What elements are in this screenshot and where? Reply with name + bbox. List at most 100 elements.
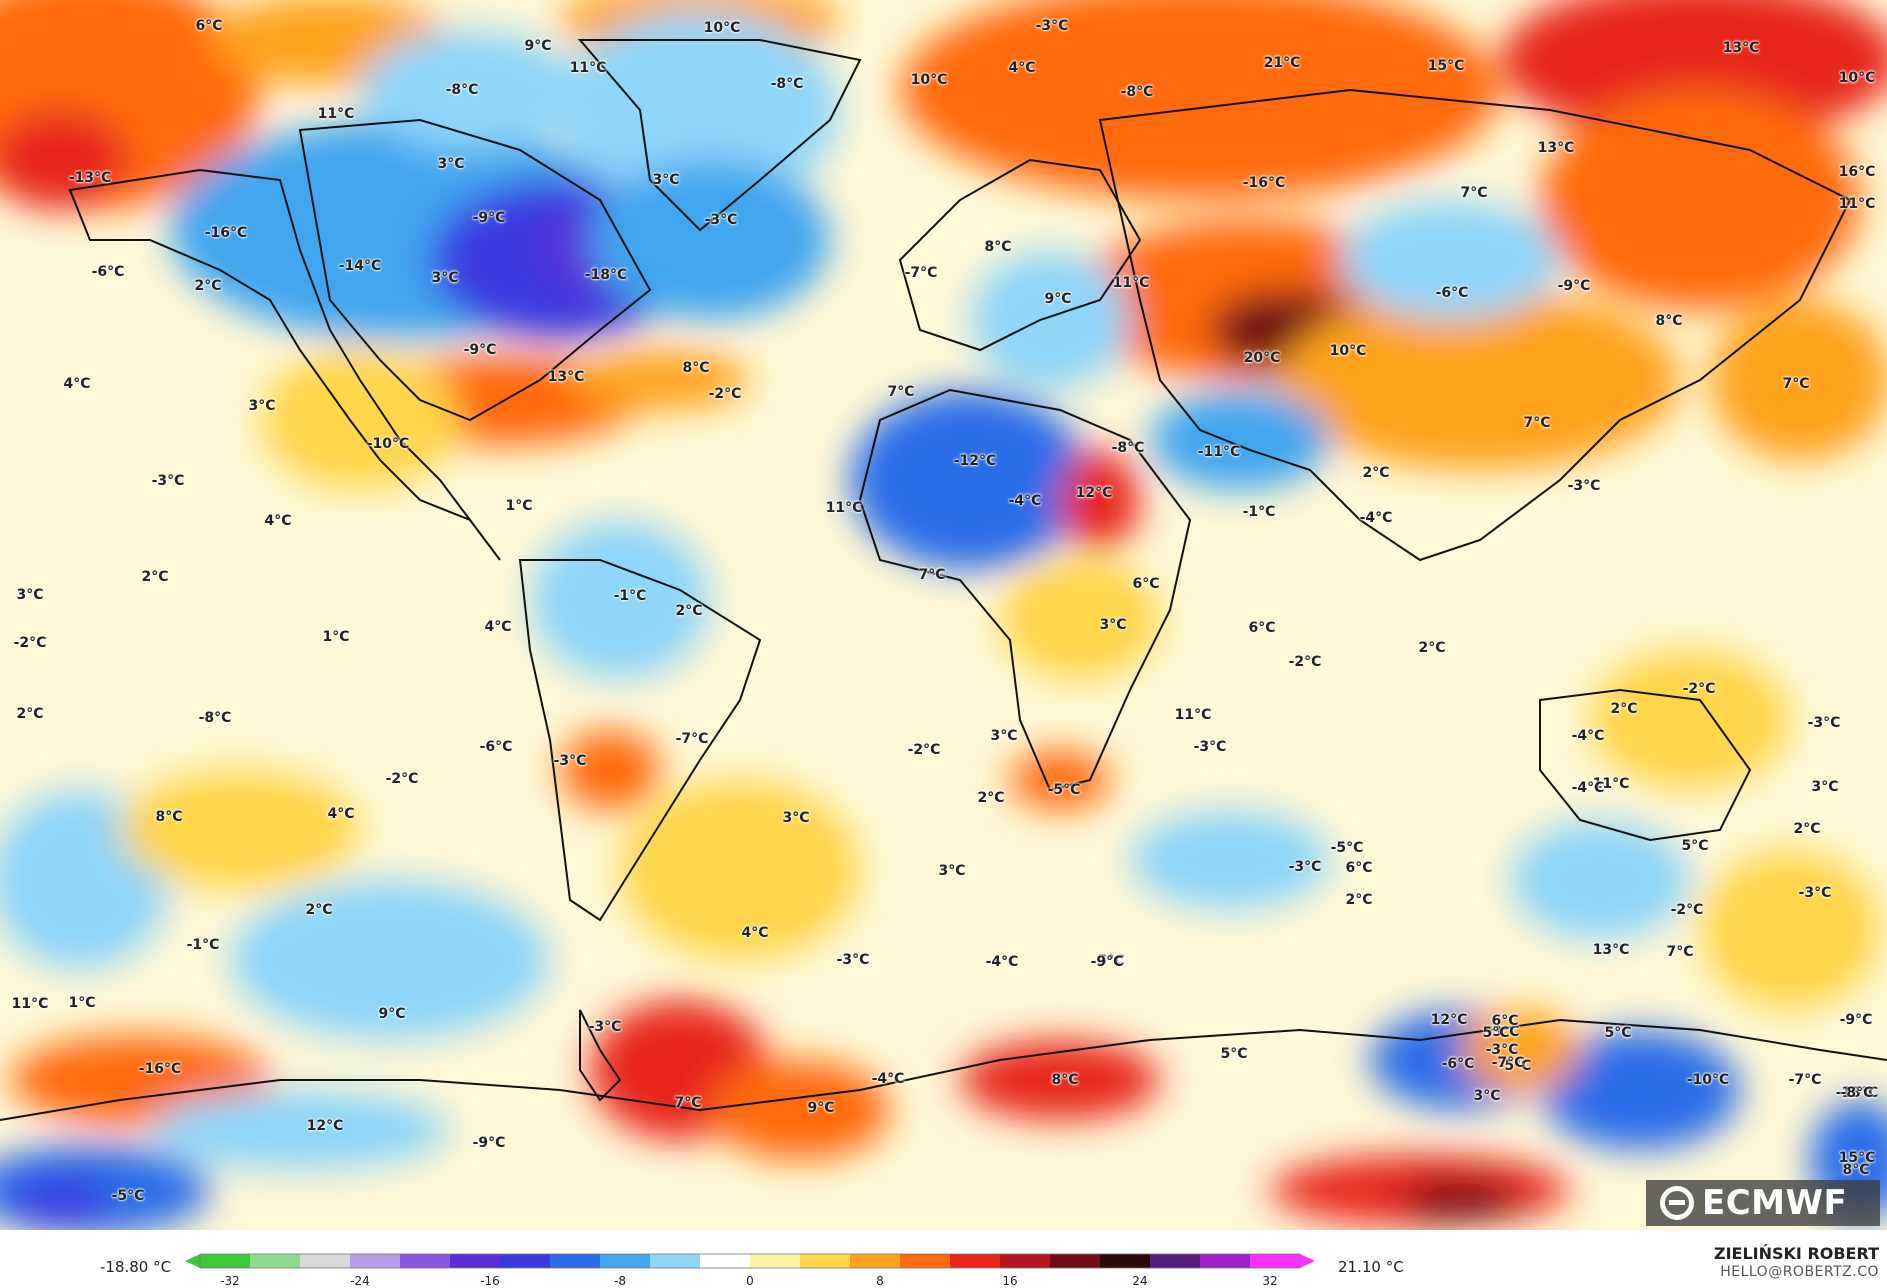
colorbar-max-arrow [1300, 1254, 1315, 1268]
temperature-label: -2°C [1682, 681, 1716, 697]
temperature-label: -3°C [704, 212, 738, 228]
temperature-label: 13°C [547, 369, 585, 385]
temperature-label: -4°C [1571, 780, 1605, 796]
temperature-label: -5°C [1498, 1058, 1532, 1074]
colorbar-segment [750, 1254, 801, 1268]
ecmwf-logo-text: ECMWF [1702, 1183, 1848, 1223]
temperature-label: 3°C [431, 270, 459, 286]
temperature-label: 11°C [1112, 275, 1150, 291]
temperature-label: 5°C [1220, 1046, 1248, 1062]
temperature-label: 12°C [306, 1118, 344, 1134]
temperature-label: -7°C [675, 731, 709, 747]
temperature-label: 6°C [1248, 620, 1276, 636]
temperature-label: 2°C [141, 569, 169, 585]
temperature-label: 7°C [1523, 415, 1551, 431]
temperature-label: -5°C [111, 1188, 145, 1204]
temperature-label: 11°C [11, 996, 49, 1012]
temperature-label: 15°C [1427, 58, 1465, 74]
temperature-label: -3°C [1035, 18, 1069, 34]
temperature-label: 3°C [16, 587, 44, 603]
colorbar-segment [1200, 1254, 1251, 1268]
temperature-label: 11°C [1592, 776, 1630, 792]
temperature-label: 10°C [1329, 343, 1367, 359]
temperature-label: 3°C [248, 398, 276, 414]
temperature-label: -1°C [1242, 504, 1276, 520]
temperature-label: -2°C [385, 771, 419, 787]
legend-max-value: 21.10 °C [1338, 1258, 1404, 1276]
temperature-label: -3°C [588, 1019, 622, 1035]
temperature-label: 7°C [1460, 185, 1488, 201]
temperature-label: 6°C [1345, 860, 1373, 876]
temperature-label: 15°C [1838, 1150, 1876, 1166]
temperature-label: -4°C [1359, 510, 1393, 526]
temperature-label: -2°C [1670, 902, 1704, 918]
temperature-label: 5°C [1097, 953, 1125, 969]
temperature-label: 8°C [1051, 1072, 1079, 1088]
temperature-label: 2°C [194, 278, 222, 294]
temperature-label: -6°C [1435, 285, 1469, 301]
colorbar-segment [300, 1254, 351, 1268]
map-background [0, 0, 1887, 1230]
temperature-label: -9°C [472, 210, 506, 226]
temperature-label: 21°C [1263, 55, 1301, 71]
temperature-label: -7°C [904, 265, 938, 281]
temperature-label: 6°C [1491, 1013, 1519, 1029]
colorbar-segment [350, 1254, 401, 1268]
temperature-label: 1°C [322, 629, 350, 645]
temperature-label: 11°C [317, 106, 355, 122]
temperature-label: 4°C [741, 925, 769, 941]
temperature-label: -10°C [1686, 1072, 1730, 1088]
colorbar-segment [400, 1254, 451, 1268]
temperature-label: -13°C [68, 170, 112, 186]
colorbar-segment [600, 1254, 651, 1268]
temperature-label: -1°C [613, 588, 647, 604]
temperature-label: -8°C [445, 82, 479, 98]
temperature-label: -14°C [338, 258, 382, 274]
temperature-label: -16°C [138, 1061, 182, 1077]
temperature-label: -16°C [204, 225, 248, 241]
temperature-label: -4°C [1571, 728, 1605, 744]
colorbar-segment [1150, 1254, 1201, 1268]
temperature-label: 3°C [652, 172, 680, 188]
colorbar-segment [1050, 1254, 1101, 1268]
temperature-label: -4°C [985, 954, 1019, 970]
temperature-label: 4°C [327, 806, 355, 822]
ecmwf-logo-icon [1660, 1186, 1694, 1220]
colorbar-segment [900, 1254, 951, 1268]
temperature-label: 10°C [703, 20, 741, 36]
temperature-label: 2°C [1610, 701, 1638, 717]
temperature-label: 11°C [1838, 196, 1876, 212]
colorbar-segment [950, 1254, 1001, 1268]
temperature-label: 7°C [674, 1095, 702, 1111]
temperature-label: 2°C [16, 706, 44, 722]
colorbar [185, 1253, 1315, 1269]
temperature-label: -1°C [186, 937, 220, 953]
colorbar-min-arrow [185, 1254, 200, 1268]
temperature-label: -8°C [1120, 84, 1154, 100]
temperature-label: -9°C [1090, 954, 1124, 970]
temperature-label: -18°C [584, 267, 628, 283]
temperature-label: 2°C [1418, 640, 1446, 656]
temperature-label: 4°C [63, 376, 91, 392]
colorbar-tick-label: 24 [1132, 1274, 1148, 1288]
temperature-label: 9°C [1044, 291, 1072, 307]
temperature-label: 2°C [305, 902, 333, 918]
temperature-label: 16°C [1838, 164, 1876, 180]
temperature-label: -10°C [366, 436, 410, 452]
colorbar-segment [700, 1254, 751, 1268]
temperature-label: -8°C [198, 710, 232, 726]
temperature-label: 4°C [484, 619, 512, 635]
temperature-label: 11°C [1174, 707, 1212, 723]
temperature-label: 3°C [990, 728, 1018, 744]
temperature-label: 2°C [977, 790, 1005, 806]
temperature-label: 7°C [1782, 376, 1810, 392]
temperature-label: 6°C [195, 18, 223, 34]
temperature-label: 5°C [1681, 838, 1709, 854]
colorbar-tick-label: 8 [876, 1274, 884, 1288]
temperature-label: 3°C [1473, 1088, 1501, 1104]
colorbar-tick-label: -16 [480, 1274, 500, 1288]
temperature-label: -13°C [1835, 1085, 1879, 1101]
temperature-label: -6°C [91, 264, 125, 280]
temperature-label: -7°C [1788, 1072, 1822, 1088]
colorbar-segment [1250, 1254, 1301, 1268]
